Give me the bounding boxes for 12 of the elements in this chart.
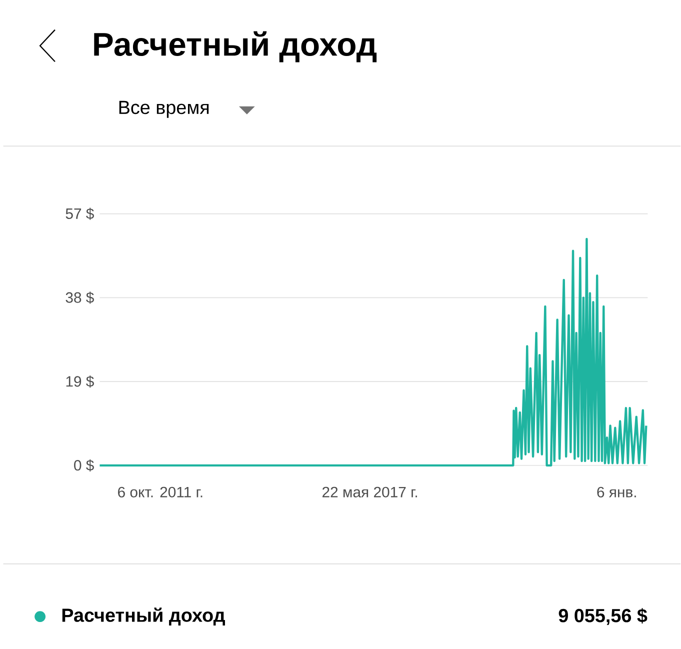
- y-tick-label: 38 $: [66, 291, 94, 304]
- chart-subtitle: Все время: [119, 100, 209, 118]
- x-tick-label: 22 мая 2017 г.: [322, 486, 417, 498]
- y-tick-label: 57 $: [66, 208, 94, 220]
- text: 9 055,56 $: [558, 608, 648, 625]
- x-tick-label: 6 окт. 2011 г.: [118, 486, 202, 498]
- legend-label: Расчетный доход: [62, 607, 225, 626]
- y-tick-label: 19 $: [66, 375, 94, 388]
- x-tick-label: 6 янв.: [597, 486, 636, 498]
- line-series: [98, 238, 648, 466]
- y-tick-label: 0 $: [74, 459, 94, 472]
- chart-title: Расчетный доход: [94, 31, 377, 62]
